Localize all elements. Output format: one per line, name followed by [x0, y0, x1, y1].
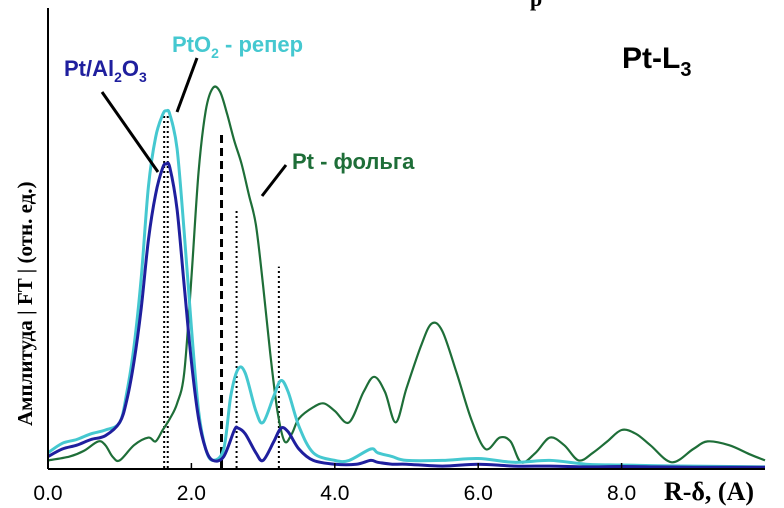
y-axis-label: Амплитуда | FT | (отн. ед.): [13, 181, 37, 426]
x-tick-label: 2.0: [177, 482, 206, 505]
series-line-foil: [47, 85, 766, 464]
plot-area: [47, 85, 766, 469]
top-cut-text: p: [530, 0, 542, 11]
x-tick-label: 0.0: [33, 482, 62, 505]
foil-pointer: [260, 164, 288, 197]
x-tick-label: 8.0: [607, 482, 636, 505]
annotations: Pt/Al2O3 PtO2 - репер Pt - фольга: [64, 32, 415, 197]
x-tick-label: 6.0: [464, 482, 493, 505]
pto2-pointer: [175, 57, 199, 113]
axes: [47, 8, 765, 470]
edge-label: Pt-L3: [622, 42, 691, 81]
series-label-ptal2o3: Pt/Al2O3: [64, 56, 147, 85]
series-line-pto2: [47, 108, 766, 469]
ptal2o3-pointer: [100, 91, 160, 173]
series-label-pto2: PtO2 - репер: [172, 32, 303, 61]
series-line-ptal2o3: [47, 161, 765, 469]
x-tick-label: 4.0: [320, 482, 349, 505]
series-label-foil: Pt - фольга: [292, 149, 415, 174]
x-ticks: 0.0 2.0 4.0 6.0 8.0: [33, 463, 636, 505]
x-axis-label: R-δ, (A): [664, 477, 754, 506]
